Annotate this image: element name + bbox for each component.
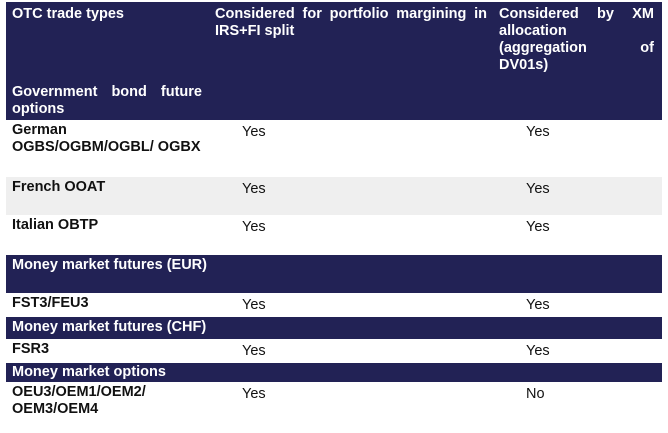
header-otc-trade-types: OTC trade types — [12, 6, 124, 22]
table-header: OTC trade types Government bond future o… — [6, 2, 662, 120]
row-irs-value: Yes — [242, 219, 266, 235]
row-name: FST3/FEU3 — [12, 295, 89, 311]
row-irs-value: Yes — [242, 124, 266, 140]
row-xm-value: Yes — [526, 219, 550, 235]
row-xm-value: Yes — [526, 181, 550, 197]
row-name: German OGBS/OGBM/OGBL/ OGBX — [12, 122, 201, 155]
table-row-fsr3: FSR3 Yes Yes — [6, 339, 662, 363]
row-name: OEU3/OEM1/OEM2/ OEM3/OEM4 — [12, 384, 146, 417]
row-name: Italian OBTP — [12, 217, 99, 233]
table-row-german: German OGBS/OGBM/OGBL/ OGBX Yes Yes — [6, 120, 662, 177]
section-money-market-futures-chf: Money market futures (CHF) — [6, 317, 662, 339]
header-portfolio-margining: Considered for portfolio margining in IR… — [215, 6, 487, 39]
row-irs-value: Yes — [242, 343, 266, 359]
row-irs-value: Yes — [242, 297, 266, 313]
section-label: Money market options — [12, 364, 166, 380]
section-label: Money market futures (EUR) — [12, 257, 207, 273]
row-name: French OOAT — [12, 179, 106, 195]
row-irs-value: Yes — [242, 386, 266, 402]
table-row-oeu3: OEU3/OEM1/OEM2/ OEM3/OEM4 Yes No — [6, 382, 662, 426]
otc-trade-types-table: OTC trade types Government bond future o… — [6, 2, 662, 426]
section-money-market-futures-eur: Money market futures (EUR) — [6, 255, 662, 293]
header-government-bond-future-options: Government bond future options — [12, 84, 202, 117]
section-money-market-options: Money market options — [6, 363, 662, 382]
table-row-french: French OOAT Yes Yes — [6, 177, 662, 215]
table-row-fst3: FST3/FEU3 Yes Yes — [6, 293, 662, 317]
row-name: FSR3 — [12, 341, 50, 357]
row-xm-value: Yes — [526, 343, 550, 359]
header-xm-allocation: Considered by XM allocation (aggregation… — [499, 6, 654, 73]
table-row-italian: Italian OBTP Yes Yes — [6, 215, 662, 255]
row-irs-value: Yes — [242, 181, 266, 197]
row-xm-value: Yes — [526, 297, 550, 313]
section-label: Money market futures (CHF) — [12, 319, 207, 335]
row-xm-value: No — [526, 386, 545, 402]
row-xm-value: Yes — [526, 124, 550, 140]
